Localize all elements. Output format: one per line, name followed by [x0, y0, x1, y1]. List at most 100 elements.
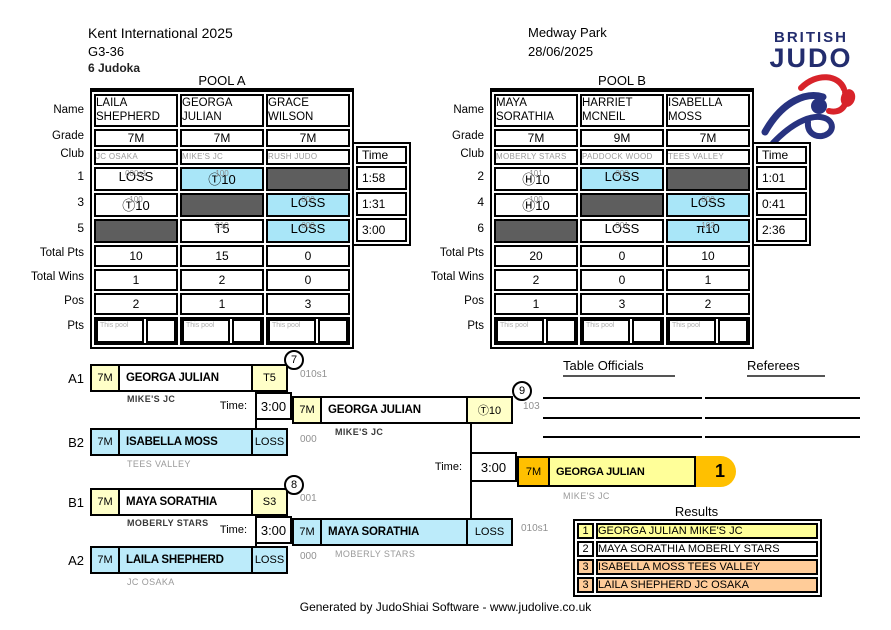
total-wins-cell: 2 — [494, 268, 578, 291]
pts-pool-box: This pool — [96, 318, 144, 343]
pts-empty-box — [632, 318, 662, 343]
competitor-name: GEORGA JULIAN — [118, 364, 253, 392]
final-winner-row: 7M GEORGA JULIAN Ⓣ10 — [292, 396, 513, 424]
player-grade-cell: 7M — [666, 128, 750, 147]
total-pts-cell: 15 — [180, 244, 264, 267]
bracket-connector — [255, 418, 257, 430]
score-code: 010s1 — [300, 369, 328, 380]
score-code: 000 — [301, 220, 315, 230]
match-row: 100 Ⓗ10 000 LOSS — [494, 192, 750, 217]
score-code: 000 — [301, 194, 315, 204]
row-label-pts: Pts — [67, 320, 84, 332]
grade-value: 7M — [299, 526, 315, 538]
pts-empty-box — [318, 318, 348, 343]
match-cell: 000 LOSS — [266, 192, 350, 217]
player-grade-cell: 9M — [580, 128, 664, 147]
pool-table: MAYA SORATHIA HARRIET MCNEIL ISABELLA MO… — [490, 90, 754, 349]
score-text: LOSS — [290, 194, 326, 210]
competitor-name: ISABELLA MOSS — [118, 428, 253, 456]
pts-pool-label: This pool — [586, 321, 615, 329]
category-code: G3-36 — [88, 44, 125, 59]
signature-line — [705, 397, 860, 399]
score-code: 010s1 — [521, 523, 549, 534]
pts-empty-box — [546, 318, 576, 343]
sf1-loser-row: 7M ISABELLA MOSS LOSS — [90, 428, 288, 456]
time-label: Time: — [219, 524, 247, 536]
time-column: Time 1:01 0:41 2:36 — [752, 142, 811, 246]
score-code: 101 — [529, 168, 543, 178]
match-cell: 100 Ⓣ10 — [94, 192, 178, 217]
grade-value: 7M — [97, 554, 113, 566]
row-label-pts: Pts — [467, 320, 484, 332]
total-wins-cell: 1 — [94, 268, 178, 291]
total-pts-cell: 10 — [666, 244, 750, 267]
score-text: LOSS — [690, 194, 726, 210]
result-row: 3 ISABELLA MOSS TEES VALLEY — [577, 559, 818, 575]
score-cell: Ⓣ10 — [466, 396, 513, 424]
player-grade-cell: 7M — [266, 128, 350, 147]
generator-credit: Generated by JudoShiai Software - www.ju… — [299, 600, 592, 614]
grade-cell: 7M — [90, 364, 120, 392]
grade-cell: 7M — [292, 396, 322, 424]
player-club-cell: RUSH JUDO — [266, 148, 350, 165]
player-name-cell: GEORGA JULIAN — [180, 94, 264, 127]
match-number-badge: 9 — [512, 381, 532, 401]
player-name-cell: ISABELLA MOSS — [666, 94, 750, 127]
row-label-pos: Pos — [464, 295, 484, 307]
row-label-name: Name — [453, 104, 484, 116]
pts-pool-label: This pool — [186, 321, 215, 329]
sf2-loser-row: 7M LAILA SHEPHERD LOSS — [90, 546, 288, 574]
match-time: 3:00 — [255, 516, 292, 544]
champion-name: GEORGA JULIAN — [548, 456, 696, 487]
time-label: Time: — [434, 461, 462, 473]
score-text: LOSS — [604, 168, 640, 184]
judoka-figure-icon — [761, 74, 856, 147]
seed-label-a1: A1 — [68, 371, 84, 386]
player-first-name: GEORGA — [182, 97, 233, 109]
pts-pool-box: This pool — [668, 318, 716, 343]
event-date: 28/06/2025 — [528, 44, 594, 59]
score-code: 001 — [300, 493, 317, 504]
result-rank: 2 — [577, 541, 594, 557]
total-pts-cell: 20 — [494, 244, 578, 267]
score-code: 103 — [523, 401, 540, 412]
player-first-name: LAILA — [96, 97, 128, 109]
result-rank: 3 — [577, 577, 594, 593]
match-cell: 101 Ⓗ10 — [494, 166, 578, 191]
pts-row: This pool This pool This pool — [494, 316, 750, 345]
player-name-cell: HARRIET MCNEIL — [580, 94, 664, 127]
match-number-badge: 8 — [284, 475, 304, 495]
row-label-club: Club — [60, 148, 84, 160]
pts-cell: This pool — [94, 316, 178, 345]
pts-empty-box — [232, 318, 262, 343]
blocked-cell — [266, 166, 350, 191]
row-label-match-1: 1 — [77, 169, 84, 183]
player-name-cell: GRACE WILSON — [266, 94, 350, 127]
competitor-club: JC OSAKA — [127, 577, 175, 587]
result-row: 1 GEORGA JULIAN MIKE'S JC — [577, 523, 818, 539]
player-club-cell: TEES VALLEY — [666, 148, 750, 165]
pts-pool-box: This pool — [496, 318, 544, 343]
row-label-total-wins: Total Wins — [30, 271, 84, 283]
pts-empty-box — [718, 318, 748, 343]
results-table: 1 GEORGA JULIAN MIKE'S JC 2 MAYA SORATHI… — [573, 519, 822, 597]
grade-cell: 7M — [90, 488, 120, 516]
score-code: 000 — [300, 434, 317, 445]
competitor-name: MAYA SORATHIA — [320, 518, 468, 546]
competitor-club: TEES VALLEY — [127, 459, 191, 469]
player-name-cell: MAYA SORATHIA — [494, 94, 578, 127]
pts-cell: This pool — [580, 316, 664, 345]
match-row: 000s1 LOSS 100 Ⓣ10 — [94, 166, 350, 191]
signature-line — [705, 436, 860, 438]
pts-row: This pool This pool This pool — [94, 316, 350, 345]
grade-cell: 7M — [90, 546, 120, 574]
seed-label-b1: B1 — [68, 495, 84, 510]
total-wins-cell: 0 — [266, 268, 350, 291]
grade-value: 7M — [525, 465, 542, 478]
score-text: LOSS — [604, 220, 640, 236]
signature-line — [543, 417, 702, 419]
pos-cell: 2 — [666, 292, 750, 315]
blocked-cell — [580, 192, 664, 217]
total-pts-cell: 0 — [580, 244, 664, 267]
competitor-name: LAILA SHEPHERD — [118, 546, 253, 574]
